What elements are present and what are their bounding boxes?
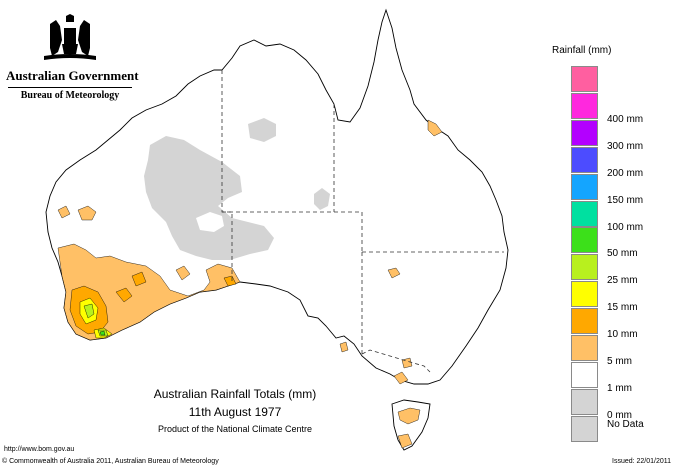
coat-of-arms-icon (44, 14, 96, 60)
legend-swatch (571, 254, 598, 281)
legend-label: 25 mm (607, 275, 638, 287)
rain-1-5mm-patch (401, 357, 413, 369)
legend-swatch (571, 173, 598, 200)
legend-title: Rainfall (mm) (552, 45, 612, 56)
government-title: Australian Government (6, 68, 139, 83)
legend-label: 50 mm (607, 248, 638, 260)
copyright-text: © Commonwealth of Australia 2011, Austra… (2, 458, 219, 465)
legend-swatch (571, 335, 598, 361)
map-date: 11th August 1977 (188, 405, 282, 419)
legend-swatch (571, 146, 598, 173)
government-branding: Australian Government Bureau of Meteorol… (6, 12, 139, 101)
legend-label: 300 mm (607, 140, 644, 152)
rain-5-10mm-patch (223, 275, 237, 287)
legend-swatch (571, 308, 598, 335)
legend-swatch (571, 227, 598, 254)
rain-25-50mm (99, 330, 106, 336)
legend-label: 200 mm (607, 167, 644, 179)
state-borders (221, 70, 504, 373)
legend-label: 0 mm (607, 409, 632, 421)
rain-5-10mm-patch (115, 287, 133, 303)
legend-swatch (571, 200, 598, 227)
bureau-title: Bureau of Meteorology (20, 90, 120, 101)
legend-label: 15 mm (607, 302, 638, 314)
divider (8, 87, 132, 88)
legend-swatch (571, 119, 598, 146)
rain-1-5mm-patch (393, 371, 409, 385)
rain-15-25mm (83, 303, 95, 319)
rain-1-5mm-tasmania-2 (397, 433, 413, 449)
legend-label: 1 mm (607, 382, 632, 394)
map-title: Australian Rainfall Totals (mm) (153, 387, 317, 401)
no-data-region-2 (248, 118, 276, 142)
no-data-hole (196, 212, 224, 232)
legend-swatch-nodata (571, 415, 598, 442)
legend-swatch (571, 281, 598, 308)
rain-1-5mm-patch (339, 341, 349, 353)
no-data-region-3 (314, 188, 330, 210)
legend-label: 10 mm (607, 329, 638, 341)
issued-date: Issued: 22/01/2011 (612, 458, 672, 465)
legend-label: 400 mm (607, 113, 644, 125)
rain-1-5mm-patch (175, 265, 191, 281)
legend-label-nodata: No Data (607, 418, 644, 430)
rain-1-5mm-patch (77, 205, 97, 221)
legend-swatch (571, 66, 598, 92)
legend-label: 5 mm (607, 356, 632, 367)
rain-1-5mm-patch (427, 119, 443, 137)
rain-1-5mm-tasmania (397, 407, 421, 425)
legend-swatch (571, 92, 598, 119)
legend-swatch (571, 388, 598, 415)
no-data-region (144, 136, 274, 260)
legend-label: 150 mm (607, 194, 644, 206)
bom-url-link[interactable]: http://www.bom.gov.au (4, 446, 75, 453)
legend-swatch (571, 361, 598, 388)
legend-label: 100 mm (607, 221, 644, 233)
rain-5-10mm-patch (131, 271, 147, 287)
map-product: Product of the National Climate Centre (157, 424, 313, 434)
rain-1-5mm-patch (57, 205, 71, 219)
rain-1-5mm-patch (387, 267, 401, 279)
